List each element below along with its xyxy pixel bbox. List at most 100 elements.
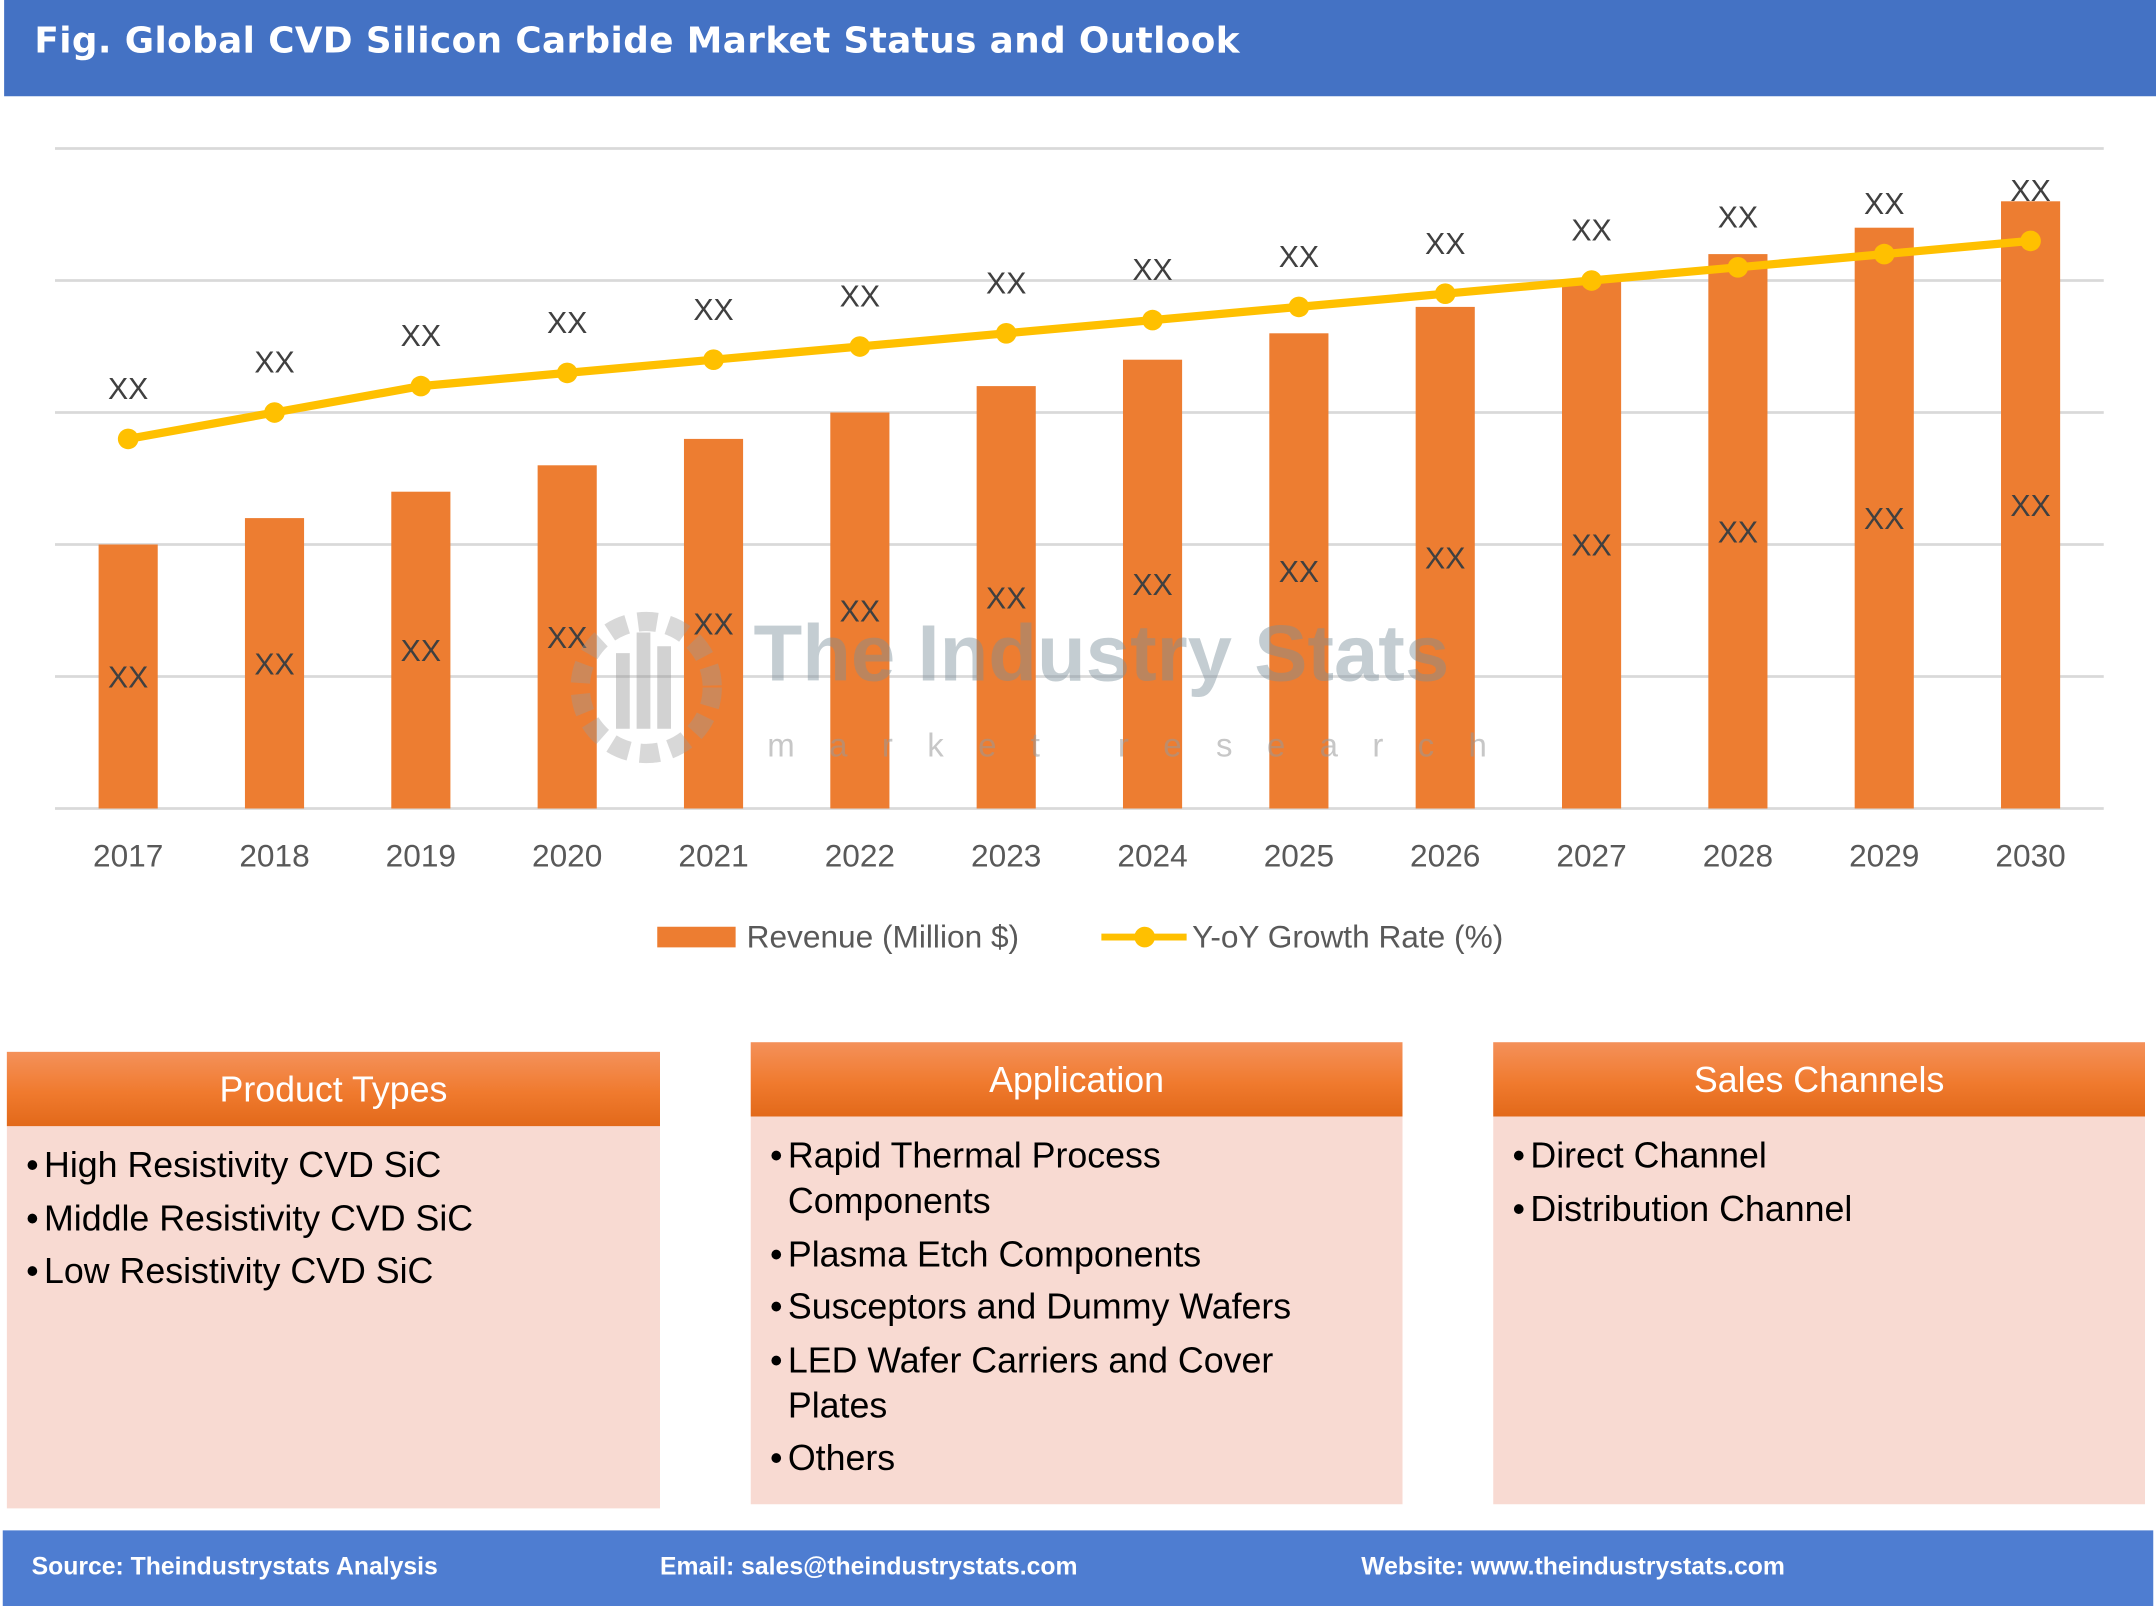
bar-2019 (391, 491, 451, 809)
line-data-label: XX (693, 294, 733, 327)
bar-data-label: XX (1132, 569, 1172, 602)
growth-line (127, 236, 2031, 443)
growth-point-2021 (703, 349, 724, 371)
list-item: Middle Resistivity CVD SiC (26, 1196, 646, 1241)
bar-data-label: XX (840, 596, 880, 629)
growth-point-2025 (1288, 296, 1310, 318)
list-item: Others (770, 1436, 1320, 1481)
line-data-label: XX (2010, 175, 2050, 208)
application-box: Application Rapid Thermal Process Compon… (750, 1042, 1403, 1505)
line-data-label: XX (986, 267, 1026, 300)
title-bar: Fig. Global CVD Silicon Carbide Market S… (4, 0, 2156, 97)
line-data-label: XX (1132, 254, 1172, 287)
x-tick-label: 2018 (239, 837, 309, 873)
growth-point-2017 (117, 428, 139, 450)
line-data-label: XX (401, 320, 441, 353)
application-list: Rapid Thermal Process Components Plasma … (770, 1133, 1320, 1488)
sales-channels-list: Direct Channel Distribution Channel (1513, 1133, 2132, 1239)
x-tick-label: 2021 (678, 837, 748, 873)
bar-2028 (1708, 254, 1768, 809)
bar-data-label: XX (693, 609, 733, 642)
line-data-label: XX (108, 373, 148, 406)
growth-point-2018 (264, 402, 285, 423)
list-item: Plasma Etch Components (770, 1231, 1320, 1276)
bar-data-label: XX (254, 648, 294, 681)
legend-item-revenue: Revenue (Million $) (657, 919, 1019, 956)
legend-swatch-bar (657, 926, 736, 948)
line-data-label: XX (547, 307, 587, 340)
line-data-label: XX (840, 281, 880, 314)
footer: Source: Theindustrystats Analysis Email:… (2, 1530, 2154, 1606)
list-item: Rapid Thermal Process Components (770, 1133, 1320, 1224)
growth-point-2027 (1581, 270, 1602, 291)
legend-swatch-line (1101, 926, 1187, 948)
box-header: Sales Channels (1493, 1042, 2145, 1117)
legend-item-growth: Y-oY Growth Rate (%) (1101, 919, 1503, 956)
line-data-label: XX (254, 347, 294, 380)
x-tick-label: 2025 (1264, 837, 1334, 873)
bar-data-label: XX (2010, 490, 2050, 523)
bar-2030 (2001, 201, 2061, 809)
list-item: Direct Channel (1513, 1133, 2132, 1178)
x-tick-label: 2024 (1117, 837, 1187, 873)
bar-data-label: XX (1425, 543, 1465, 576)
bar-data-label: XX (986, 582, 1026, 615)
bar-data-label: XX (1279, 556, 1319, 589)
bar-2021 (683, 438, 744, 809)
x-tick-label: 2022 (825, 837, 895, 873)
footer-website[interactable]: Website: www.theindustrystats.com (1361, 1552, 1785, 1580)
combo-chart: XX XX XX XX XX XX XX XX XX XX XX XX XX XX XX XX XX XX XX XX… (55, 147, 2104, 873)
line-data-label: XX (1279, 241, 1319, 274)
list-item: LED Wafer Carriers and Cover Plates (770, 1337, 1320, 1428)
product-types-box: Product Types High Resistivity CVD SiC M… (6, 1051, 660, 1509)
bar-2023 (976, 386, 1036, 809)
x-tick-label: 2020 (532, 837, 602, 873)
x-tick-label: 2029 (1849, 837, 1919, 873)
growth-point-2019 (410, 375, 432, 397)
legend-label: Y-oY Growth Rate (%) (1192, 918, 1504, 955)
legend-label: Revenue (Million $) (746, 918, 1020, 955)
x-tick-label: 2017 (93, 837, 163, 873)
bar-data-label: XX (1571, 530, 1611, 563)
box-header: Application (750, 1042, 1403, 1117)
line-data-label: XX (1718, 201, 1758, 234)
sales-channels-box: Sales Channels Direct Channel Distributi… (1493, 1042, 2145, 1505)
bar-2026 (1415, 306, 1475, 809)
growth-point-2026 (1434, 283, 1456, 305)
growth-point-2023 (995, 322, 1017, 344)
bar-2018 (244, 518, 305, 809)
bar-data-label: XX (1718, 516, 1758, 549)
growth-point-2028 (1727, 256, 1749, 278)
bar-data-label: XX (547, 622, 587, 655)
footer-email[interactable]: Email: sales@theindustrystats.com (660, 1552, 1078, 1580)
page-title: Fig. Global CVD Silicon Carbide Market S… (34, 20, 1240, 62)
x-tick-label: 2028 (1703, 837, 1773, 873)
x-tick-label: 2023 (971, 837, 1041, 873)
list-item: High Resistivity CVD SiC (26, 1143, 646, 1188)
growth-point-2024 (1142, 309, 1163, 331)
list-item: Distribution Channel (1513, 1186, 2132, 1231)
footer-source: Source: Theindustrystats Analysis (31, 1552, 438, 1580)
line-data-label: XX (1425, 228, 1465, 261)
line-data-label: XX (1864, 188, 1904, 221)
bar-2029 (1854, 227, 1914, 809)
list-item: Low Resistivity CVD SiC (26, 1249, 646, 1294)
bar-2027 (1562, 280, 1622, 809)
bar-2017 (98, 544, 158, 809)
box-header: Product Types (6, 1051, 660, 1127)
product-types-list: High Resistivity CVD SiC Middle Resistiv… (26, 1143, 646, 1302)
list-item: Susceptors and Dummy Wafers (770, 1284, 1320, 1329)
growth-point-2029 (1873, 243, 1895, 265)
x-tick-label: 2019 (386, 837, 456, 873)
bar-data-label: XX (108, 662, 148, 695)
x-tick-label: 2026 (1410, 837, 1480, 873)
chart-legend: Revenue (Million $) Y-oY Growth Rate (%) (0, 919, 2156, 963)
x-tick-label: 2030 (1995, 837, 2065, 873)
bar-data-label: XX (1864, 503, 1904, 536)
bar-2020 (537, 465, 597, 809)
growth-point-2022 (849, 336, 871, 357)
growth-point-2030 (2020, 230, 2041, 252)
growth-point-2020 (556, 362, 578, 384)
line-data-label: XX (1571, 215, 1611, 248)
